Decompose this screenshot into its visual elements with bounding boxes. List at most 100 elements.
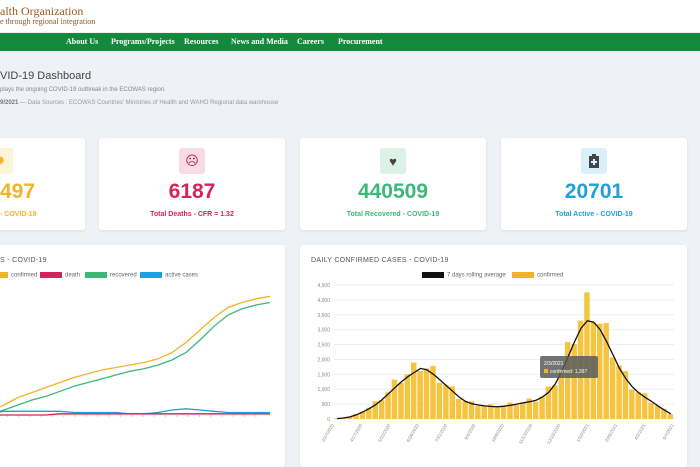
page-meta: 9/2021 — Data Sources : ECOWAS Countries… [0, 100, 278, 106]
bar [494, 407, 500, 419]
bar [455, 398, 462, 419]
bar [378, 400, 385, 419]
legend-recovered[interactable]: recovered [85, 272, 137, 279]
bar [398, 382, 404, 419]
virus-icon: ✹ [0, 148, 13, 174]
card-active: 20701 Total Active - COVID-19 [501, 138, 687, 230]
card-recovered-value: 440509 [357, 180, 429, 203]
hospital-icon [581, 148, 607, 174]
site-header: alth Organization e through regional int… [0, 0, 700, 32]
legend-active-cases[interactable]: active cases [140, 272, 198, 279]
bar [635, 392, 641, 419]
bar [443, 384, 449, 419]
y-tick-label: 1,000 [317, 387, 330, 393]
org-name[interactable]: alth Organization [0, 4, 84, 18]
bar [622, 371, 629, 419]
bar [449, 386, 455, 419]
nav-about-us[interactable]: About Us [66, 37, 99, 46]
bar [564, 342, 571, 419]
nav-programs-projects[interactable]: Programs/Projects [111, 37, 175, 46]
bar [391, 379, 398, 419]
bar [597, 323, 603, 419]
nav-news-media[interactable]: News and Media [231, 37, 288, 46]
bar [404, 374, 411, 419]
y-tick-label: 2,500 [317, 343, 330, 349]
bar [520, 402, 526, 419]
update-date: 9/2021 [0, 100, 19, 106]
card-active-value: 20701 [564, 180, 624, 203]
bar [526, 398, 532, 419]
bar [359, 412, 366, 419]
cumulative-chart-panel: S - COVID-19 [0, 245, 285, 467]
series-line-death [0, 413, 270, 416]
card-deaths: ☹ 6187 Total Deaths - CFR = 1.32 [99, 138, 285, 230]
bar [385, 392, 391, 419]
daily-cases-chart-panel: DAILY CONFIRMED CASES - COVID-19 4,500 4,… [300, 245, 687, 467]
series-line-recovered [0, 301, 271, 412]
x-tick-label: 12/18/2020 [546, 423, 562, 445]
y-tick-label: 500 [322, 402, 331, 408]
card-confirmed-label: - COVID-19 [0, 211, 37, 218]
x-tick-label: 10/9/2020 [491, 423, 506, 443]
bar [584, 292, 590, 419]
x-tick-label: 4/2/2021 [633, 423, 646, 441]
bar [571, 344, 577, 419]
bar [372, 401, 378, 419]
bar [436, 382, 443, 419]
legend-rolling-average[interactable]: 7 days rolling average [422, 272, 506, 279]
bar [609, 357, 616, 419]
y-tick-label: 3,500 [317, 313, 330, 319]
nav-careers[interactable]: Careers [297, 37, 324, 46]
daily-cases-chart-title: DAILY CONFIRMED CASES - COVID-19 [311, 257, 449, 264]
x-tick-label: 1/22/2021 [576, 423, 591, 443]
page-description: plays the ongoing COVID-19 outbreak in t… [0, 87, 166, 93]
bar [641, 393, 648, 419]
bar [654, 405, 661, 419]
card-deaths-value: 6187 [168, 180, 216, 203]
cumulative-chart [0, 295, 271, 417]
bar [661, 408, 667, 419]
nav-procurement[interactable]: Procurement [338, 37, 383, 46]
tooltip-date: 2/3/2021 [544, 361, 564, 367]
y-tick-label: 3,000 [317, 328, 330, 334]
bar [558, 368, 564, 419]
x-tick-label: 2/27/2020 [321, 423, 336, 443]
x-tick-label: 4/17/2020 [349, 423, 364, 443]
bar [488, 404, 494, 419]
legend-daily-confirmed[interactable]: confirmed [512, 272, 563, 279]
org-tagline: e through regional integration [0, 17, 96, 26]
rolling-average-line [337, 319, 672, 420]
bar [507, 402, 513, 419]
bar [545, 386, 552, 419]
nav-resources[interactable]: Resources [184, 37, 219, 46]
y-tick-label: 4,500 [317, 283, 330, 289]
bar [430, 365, 436, 419]
card-active-label: Total Active - COVID-19 [555, 211, 633, 218]
y-tick-label: 4,000 [317, 298, 330, 304]
x-tick-label: 5/7/2021 [662, 423, 675, 441]
legend-confirmed[interactable]: confirmed [0, 272, 37, 279]
tooltip-swatch [544, 369, 548, 373]
tooltip-box [540, 356, 598, 378]
bar [353, 413, 359, 419]
bar [417, 370, 423, 419]
bar [411, 362, 417, 419]
bar [334, 418, 340, 419]
x-tick-label: 2/26/2021 [604, 423, 619, 443]
bar [552, 385, 558, 419]
bar [423, 368, 430, 419]
bar [667, 414, 674, 419]
bar [616, 365, 622, 419]
bar [346, 416, 353, 419]
legend-death[interactable]: death [40, 272, 80, 279]
main-nav: About Us Programs/Projects Resources New… [0, 33, 700, 51]
bar [366, 407, 372, 419]
tooltip-value: confirmed: 1,397 [550, 369, 587, 375]
skull-icon: ☹ [179, 148, 205, 174]
x-tick-label: 6/26/2020 [406, 423, 421, 443]
daily-cases-chart: 4,500 4,000 3,500 3,000 2,500 2,000 1,500 1,000… [317, 283, 675, 445]
bar [532, 401, 539, 419]
bar [603, 323, 609, 419]
bar [648, 402, 654, 419]
bar [629, 389, 635, 419]
